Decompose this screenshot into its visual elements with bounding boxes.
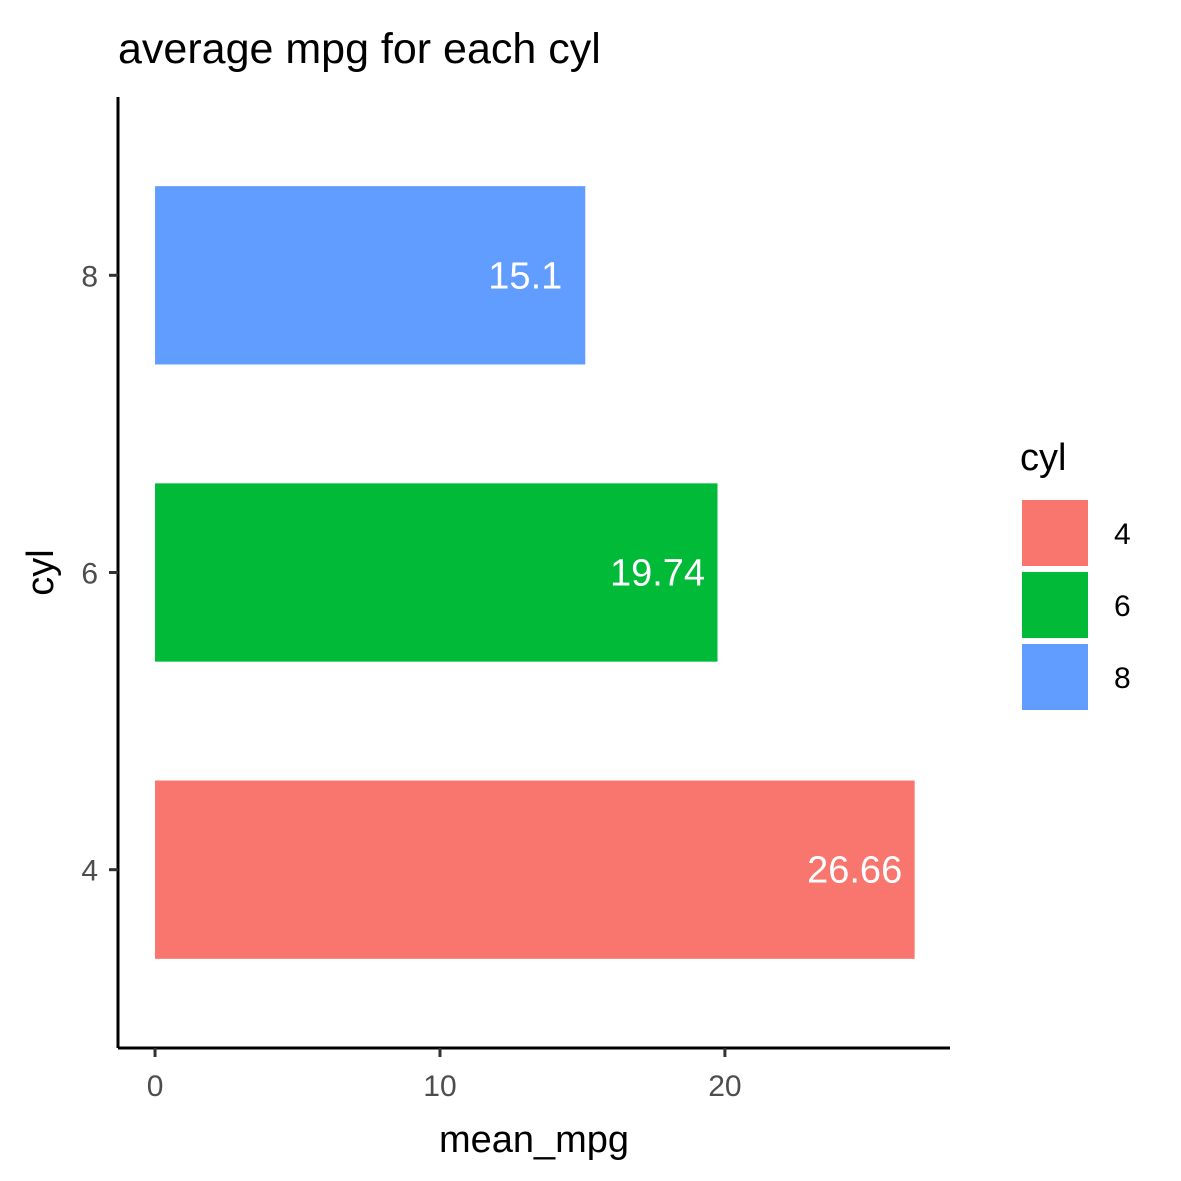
legend-items: 4 6 8 [1022, 500, 1131, 710]
x-axis-ticks: 0 10 20 [147, 1048, 742, 1103]
bar-cyl-4 [155, 780, 915, 959]
legend-label-4: 4 [1114, 518, 1131, 551]
x-tick-label-20: 20 [708, 1070, 741, 1103]
bar-value-label-4: 26.66 [807, 850, 902, 892]
y-tick-label-8: 8 [81, 260, 98, 293]
y-axis-title: cyl [20, 549, 62, 595]
legend-key-4 [1022, 500, 1088, 566]
legend-label-6: 6 [1114, 590, 1131, 623]
x-tick-label-10: 10 [423, 1070, 456, 1103]
y-tick-label-4: 4 [81, 855, 98, 888]
bar-value-label-8: 15.1 [488, 255, 562, 297]
bar-value-label-6: 19.74 [610, 553, 705, 595]
y-tick-label-6: 6 [81, 558, 98, 591]
legend-title: cyl [1020, 437, 1066, 479]
bars-group [155, 186, 915, 959]
x-axis-title: mean_mpg [439, 1119, 629, 1161]
legend-key-8 [1022, 644, 1088, 710]
bar-labels-group: 26.66 19.74 15.1 [488, 255, 902, 891]
bar-cyl-8 [155, 186, 586, 365]
y-axis-ticks: 4 6 8 [81, 260, 118, 888]
legend: cyl 4 6 8 [1020, 437, 1131, 710]
legend-key-6 [1022, 572, 1088, 638]
x-tick-label-0: 0 [147, 1070, 164, 1103]
chart-title: average mpg for each cyl [118, 25, 601, 73]
legend-label-8: 8 [1114, 662, 1131, 695]
bar-cyl-6 [155, 483, 718, 662]
